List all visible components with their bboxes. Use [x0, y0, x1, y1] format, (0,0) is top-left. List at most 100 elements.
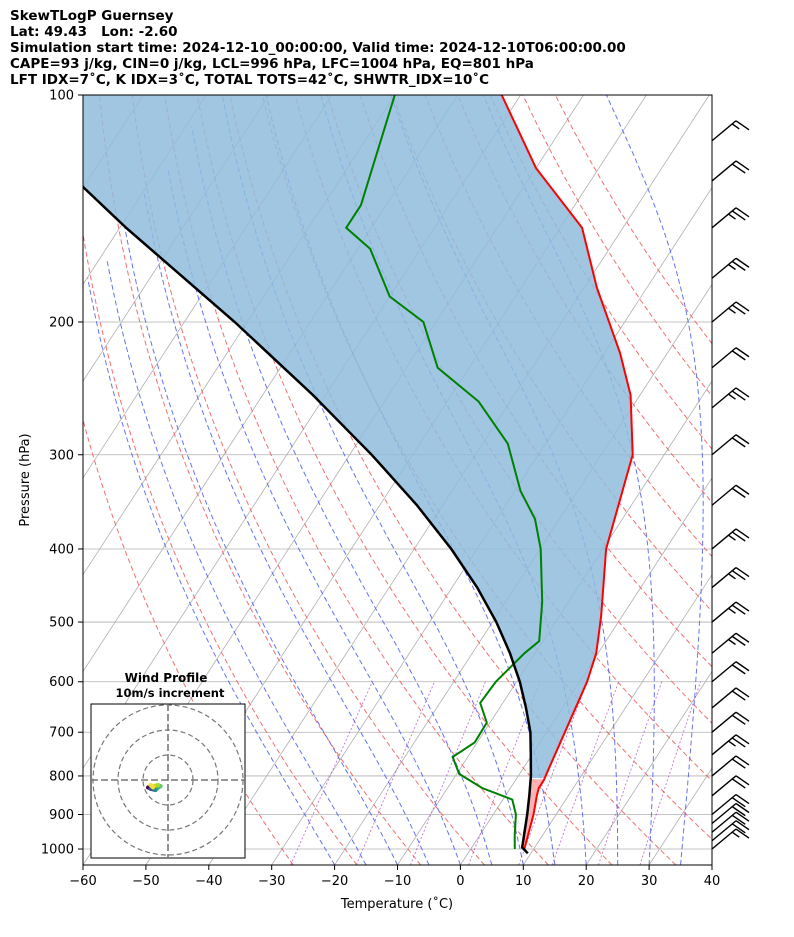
wind-barb [711, 301, 750, 323]
barb-half-flag [728, 263, 736, 271]
wind-barb [711, 811, 750, 833]
moist-adiabat [191, 126, 493, 865]
barb-staff [711, 711, 737, 733]
barb-flag [731, 714, 746, 725]
barb-staff [711, 347, 737, 369]
dry-adiabat [229, 95, 677, 865]
barb-staff [711, 387, 737, 409]
wind-barb [711, 566, 750, 589]
barb-flag [735, 802, 750, 814]
isotherm [0, 95, 80, 865]
mixing-ratio-line [518, 681, 588, 865]
barb-staff [711, 484, 737, 506]
barb-flag [731, 570, 746, 581]
isotherm [522, 573, 712, 865]
barb-flag [735, 828, 750, 839]
hodograph-subtitle: 10m/s increment [116, 686, 225, 700]
profile-lines [83, 95, 634, 855]
barb-staff [711, 566, 737, 589]
mixing-ratio-line [551, 681, 620, 865]
y-tick-label: 400 [49, 542, 74, 557]
barb-flag [735, 301, 750, 312]
barb-staff [711, 820, 737, 842]
wind-barb [711, 160, 750, 182]
wind-barb [711, 734, 750, 756]
barb-staff [711, 257, 737, 279]
dewpoint-line [344, 95, 544, 850]
barb-flag [731, 814, 746, 825]
dry-adiabat [83, 230, 358, 865]
barb-staff [711, 120, 737, 142]
dry-adiabat [131, 95, 485, 865]
barb-staff [711, 160, 737, 182]
isotherm [585, 670, 712, 865]
wind-barb [711, 802, 750, 825]
barb-staff [711, 434, 737, 456]
barb-half-flag [731, 123, 740, 130]
location-line: Lat: 49.43 Lon: -2.60 [10, 24, 178, 40]
moist-adiabat [106, 258, 367, 865]
dry-adiabat [164, 95, 549, 865]
barb-flag [731, 737, 746, 748]
barb-flag [735, 661, 750, 672]
wind-barb [711, 387, 750, 409]
barb-flag [731, 690, 746, 701]
barb-staff [711, 528, 737, 550]
barb-flag [731, 758, 746, 769]
barb-flag [735, 775, 750, 786]
barb-flag [735, 207, 750, 218]
wind-barb [711, 347, 750, 369]
wind-barb [711, 793, 750, 816]
barb-flag [735, 711, 750, 722]
wind-barb [711, 661, 750, 683]
y-tick-label: 700 [49, 726, 74, 741]
wind-barb [711, 632, 750, 654]
barb-flag [731, 390, 746, 401]
barb-flag [735, 257, 750, 268]
barb-flag [731, 163, 746, 174]
barb-flag [735, 120, 750, 131]
isotherm [711, 864, 712, 865]
hodograph-plot [91, 704, 245, 858]
barb-staff [711, 811, 737, 833]
wind-barb [711, 257, 750, 279]
parcel-line [83, 185, 533, 855]
mixing-ratio-line [468, 681, 541, 865]
barb-flag [731, 531, 746, 542]
barb-flag [735, 734, 750, 745]
wind-barb [711, 775, 750, 797]
x-tick-label: 30 [641, 874, 658, 889]
wind-barb [711, 711, 750, 733]
y-tick-label: 800 [49, 769, 74, 784]
moist-adiabat [221, 95, 524, 865]
barb-staff [711, 755, 737, 777]
wind-barb [711, 207, 750, 229]
barb-half-flag [731, 831, 740, 838]
isotherm [648, 767, 712, 865]
dry-adiabat [83, 417, 294, 865]
barb-flag [735, 528, 750, 539]
hodo-segment [148, 783, 155, 790]
barb-flag [735, 793, 750, 805]
barb-staff [711, 775, 737, 797]
wind-barb [711, 434, 750, 456]
barb-staff [711, 828, 737, 850]
x-tick-label: 0 [456, 874, 464, 889]
barb-flag [735, 160, 750, 171]
time-line: Simulation start time: 2024-12-10_00:00:… [10, 40, 626, 56]
x-tick-label: −30 [258, 874, 285, 889]
barb-staff [711, 301, 737, 323]
wind-barb [711, 484, 750, 506]
barb-flag [731, 635, 746, 646]
barb-flag [735, 820, 750, 831]
cape-area [83, 95, 633, 778]
chart-title: SkewTLogP Guernsey [10, 8, 174, 24]
x-axis-label: Temperature (˚C) [340, 896, 453, 912]
barb-staff [711, 687, 737, 709]
barb-flag [735, 687, 750, 698]
y-tick-label: 600 [49, 675, 74, 690]
x-tick-label: −50 [132, 874, 159, 889]
barb-flag [731, 778, 746, 789]
indices-line-2: LFT IDX=7˚C, K IDX=3˚C, TOTAL TOTS=42˚C,… [10, 72, 490, 88]
